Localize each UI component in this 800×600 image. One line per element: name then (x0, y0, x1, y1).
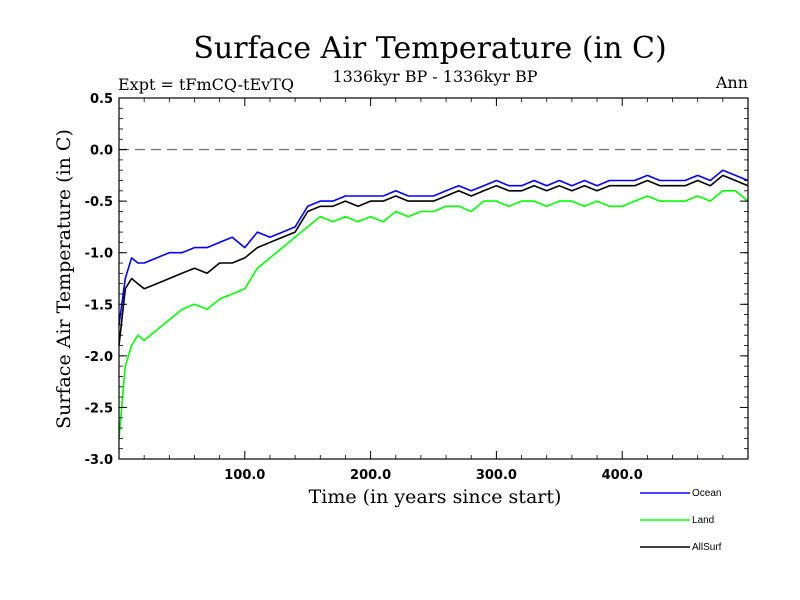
season-label: Ann (715, 73, 748, 92)
y-tick-label: 0.0 (90, 144, 113, 159)
legend-label-land: Land (692, 515, 714, 526)
legend-label-allsurf: AllSurf (692, 542, 722, 553)
x-tick-label: 300.0 (476, 468, 517, 483)
plot-frame (118, 97, 749, 460)
y-tick-label: -1.5 (85, 298, 113, 313)
y-axis-label: Surface Air Temperature (in C) (53, 129, 75, 429)
series-line-allsurf (118, 174, 749, 346)
y-tick-label: -1.0 (85, 247, 113, 262)
series-line-land (118, 190, 749, 439)
legend-label-ocean: Ocean (692, 488, 721, 499)
chart-title: Surface Air Temperature (in C) (193, 31, 666, 66)
y-tick-label: 0.5 (90, 92, 113, 107)
x-tick-label: 200.0 (350, 468, 391, 483)
y-tick-label: -3.0 (85, 453, 113, 468)
y-tick-label: -0.5 (85, 195, 113, 210)
x-tick-label: 100.0 (224, 468, 265, 483)
y-tick-label: -2.0 (85, 350, 113, 365)
y-tick-label: -2.5 (85, 401, 113, 416)
chart-subtitle: 1336kyr BP - 1336kyr BP (333, 67, 538, 86)
experiment-label: Expt = tFmCQ-tEvTQ (118, 75, 294, 94)
series-line-ocean (118, 169, 749, 326)
x-tick-label: 400.0 (602, 468, 643, 483)
x-axis-label: Time (in years since start) (309, 486, 562, 508)
